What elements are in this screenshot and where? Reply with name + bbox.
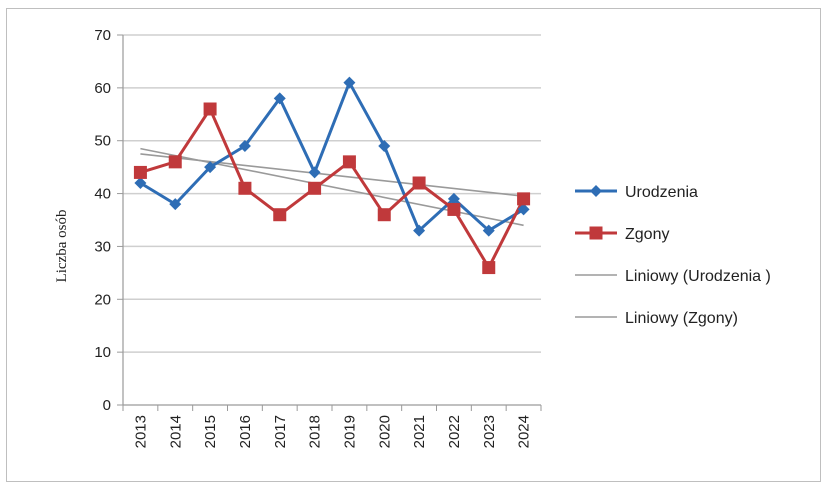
x-tick-label-2021: 2021 — [411, 415, 428, 448]
legend-label-3: Liniowy (Urodzenia ) — [625, 268, 771, 285]
y-tick-labels: 0 10 20 30 40 50 60 70 — [94, 27, 111, 414]
chart-frame — [6, 8, 821, 482]
y-tick-label-70: 70 — [94, 27, 111, 44]
point-1-2024 — [517, 203, 530, 216]
series-lines — [139, 81, 525, 270]
x-tick-label-2023: 2023 — [481, 415, 498, 448]
point-2-2018 — [308, 181, 322, 195]
point-2-2021 — [412, 176, 426, 190]
legend-marker-2 — [589, 226, 603, 240]
series-line-1 — [139, 81, 525, 233]
x-tick-label-2013: 2013 — [132, 415, 149, 448]
point-1-2022 — [447, 192, 460, 205]
x-tick-label-2018: 2018 — [307, 415, 324, 448]
point-1-2019 — [343, 76, 356, 89]
series-line-2 — [139, 107, 525, 270]
y-tick-label-60: 60 — [94, 80, 111, 97]
x-tick-label-2015: 2015 — [202, 415, 219, 448]
point-2-2017 — [273, 208, 287, 222]
x-tick-label-2022: 2022 — [446, 415, 463, 448]
series-markers — [133, 76, 531, 275]
x-tick-label-2017: 2017 — [272, 415, 289, 448]
point-2-2022 — [447, 202, 461, 216]
point-2-2013 — [133, 165, 147, 179]
x-tick-label-2020: 2020 — [376, 415, 393, 448]
x-tick-label-2019: 2019 — [341, 415, 358, 448]
legend: Urodzenia Zgony Liniowy (Urodzenia ) Liniow… — [575, 184, 771, 327]
point-1-2017 — [273, 92, 286, 105]
legend-label-2: Zgony — [625, 226, 669, 243]
trend-lines — [140, 147, 524, 227]
point-2-2015 — [203, 102, 217, 116]
point-1-2013 — [134, 177, 147, 189]
y-tick-label-0: 0 — [103, 397, 111, 414]
point-2-2016 — [238, 181, 252, 195]
x-tick-label-2014: 2014 — [167, 415, 184, 448]
y-tick-label-20: 20 — [94, 291, 111, 308]
y-axis-label: Liczba osób — [54, 210, 70, 283]
x-tick-label-2016: 2016 — [237, 415, 254, 448]
point-1-2021 — [413, 224, 426, 237]
y-tick-label-50: 50 — [94, 133, 111, 150]
legend-label-1: Urodzenia — [625, 184, 698, 201]
y-tick-label-10: 10 — [94, 344, 111, 361]
point-1-2020 — [378, 140, 391, 152]
y-tick-label-30: 30 — [94, 238, 111, 255]
point-2-2020 — [377, 208, 391, 222]
point-2-2024 — [517, 192, 531, 206]
point-2-2014 — [168, 155, 182, 169]
point-1-2015 — [204, 161, 217, 174]
point-2-2023 — [482, 261, 496, 275]
point-2-2019 — [342, 155, 356, 169]
y-tick-label-40: 40 — [94, 186, 111, 203]
grid-lines — [123, 34, 541, 353]
point-1-2016 — [238, 140, 251, 152]
x-tick-labels: 2013 2014 2015 2016 2017 2018 2019 2020 2021 2022… — [132, 415, 532, 448]
axes — [117, 34, 542, 411]
point-1-2018 — [308, 166, 321, 179]
point-1-2014 — [169, 198, 182, 211]
x-tick-label-2024: 2024 — [516, 415, 533, 448]
legend-label-4: Liniowy (Zgony) — [625, 310, 738, 327]
point-1-2023 — [482, 224, 495, 237]
legend-marker-1 — [590, 185, 602, 197]
